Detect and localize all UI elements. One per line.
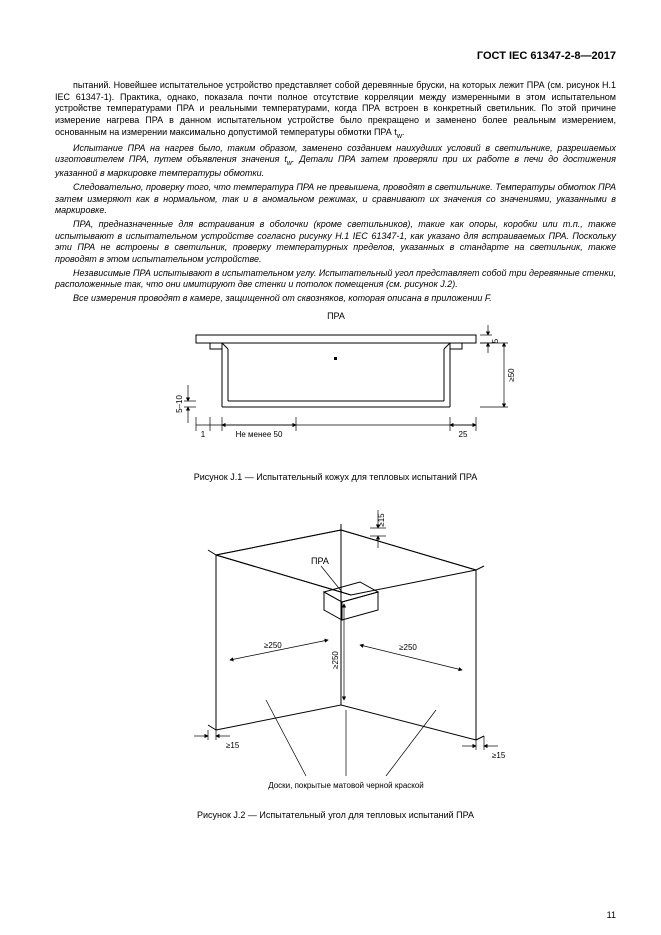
p1-text: пытаний. Новейшее испытательное устройст… (55, 80, 616, 137)
fig2-label-pra: ПРА (311, 556, 329, 566)
fig1-label-pra: ПРА (327, 311, 345, 321)
fig1-dim-25: 25 (458, 430, 467, 439)
fig2-dim-ge15-top: ≥15 (377, 513, 386, 527)
paragraph-2: Испытание ПРА на нагрев было, таким обра… (55, 143, 616, 180)
fig2-bottom-note: Доски, покрытые матовой черной краской (268, 781, 424, 790)
body-text: пытаний. Новейшее испытательное устройст… (55, 80, 616, 305)
fig2-dim-ge15-bl: ≥15 (226, 741, 240, 750)
p1-end: . (402, 127, 405, 137)
fig2-dim-ge15-br: ≥15 (492, 751, 506, 760)
paragraph-6: Все измерения проводят в камере, защищен… (55, 293, 616, 305)
fig1-dim-nm50: Не менее 50 (235, 430, 282, 439)
page-number: 11 (607, 910, 616, 920)
paragraph-4: ПРА, предназначенные для встраивания в о… (55, 219, 616, 266)
fig1-pip (334, 357, 337, 360)
fig2-dim-ge250-h: ≥250 (399, 643, 417, 652)
paragraph-5: Независимые ПРА испытывают в испытательн… (55, 268, 616, 291)
figure-j1: ПРА (55, 307, 616, 462)
figure-j1-caption: Рисунок J.1 — Испытательный кожух для те… (55, 472, 616, 482)
paragraph-3: Следовательно, проверку того, что темпер… (55, 182, 616, 217)
fig1-dim-gap1: 1 (200, 430, 205, 439)
figure-j2: ПРА ≥15 ≥250 ≥250 (55, 500, 616, 800)
fig2-dim-ge250-v: ≥250 (331, 650, 340, 668)
figure-j2-svg: ПРА ≥15 ≥250 ≥250 (146, 500, 526, 800)
paragraph-1: пытаний. Новейшее испытательное устройст… (55, 80, 616, 141)
standard-header: ГОСТ IEC 61347-2-8—2017 (55, 50, 616, 62)
fig1-dim-ge50: ≥50 (507, 368, 516, 382)
figure-j1-svg: ПРА (136, 307, 536, 462)
page: ГОСТ IEC 61347-2-8—2017 пытаний. Новейше… (0, 0, 661, 935)
fig2-dim-ge250-diag: ≥250 (264, 641, 282, 650)
fig1-dim-5: 5 (491, 338, 500, 343)
fig1-dim-left: 5–10 (175, 394, 184, 412)
figure-j2-caption: Рисунок J.2 — Испытательный угол для теп… (55, 810, 616, 820)
